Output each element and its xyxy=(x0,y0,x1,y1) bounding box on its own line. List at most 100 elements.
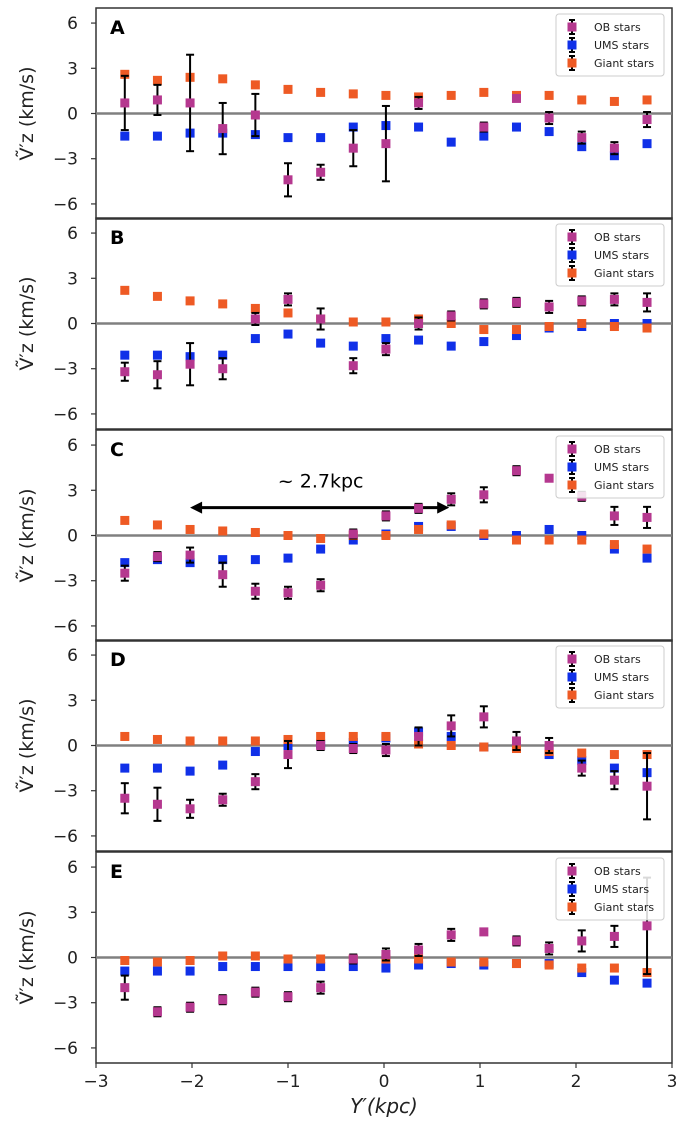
data-point xyxy=(250,747,260,757)
legend: OB stars UMS stars Giant stars xyxy=(555,645,665,709)
legend-marker xyxy=(567,232,577,242)
data-point xyxy=(511,936,521,946)
data-point xyxy=(479,927,489,937)
data-point xyxy=(577,142,587,152)
data-point xyxy=(250,303,260,313)
legend-entry: UMS stars xyxy=(594,249,649,262)
data-point xyxy=(642,319,652,328)
series-ob-stars xyxy=(120,465,652,600)
data-point xyxy=(283,750,293,760)
y-axis-label: Ṽ′z (km/s) xyxy=(14,277,38,371)
legend-marker xyxy=(567,40,577,50)
data-point xyxy=(185,550,195,560)
data-point xyxy=(283,954,293,964)
data-point xyxy=(511,959,521,969)
data-point xyxy=(218,736,228,746)
data-point xyxy=(479,742,489,752)
data-point xyxy=(479,299,489,309)
data-point xyxy=(283,133,293,143)
data-point xyxy=(381,139,391,149)
legend-marker xyxy=(567,462,577,472)
data-point xyxy=(250,80,260,90)
data-point xyxy=(316,983,326,993)
data-point xyxy=(283,84,293,94)
data-point xyxy=(120,731,130,741)
data-point xyxy=(348,744,358,754)
data-point xyxy=(577,763,587,773)
data-point xyxy=(414,335,424,345)
y-tick-label: 3 xyxy=(67,691,78,711)
data-point xyxy=(381,949,391,959)
data-point xyxy=(479,490,489,500)
data-point xyxy=(446,721,456,731)
legend: OB stars UMS stars Giant stars xyxy=(555,435,665,499)
data-point xyxy=(609,96,619,106)
data-point xyxy=(348,731,358,741)
data-point xyxy=(544,473,554,483)
data-point xyxy=(446,311,456,321)
data-point xyxy=(218,995,228,1005)
legend-entry: Giant stars xyxy=(594,689,654,702)
data-point xyxy=(218,795,228,805)
data-point xyxy=(152,75,162,85)
x-tick-label: 3 xyxy=(667,1072,678,1092)
data-point xyxy=(577,319,587,328)
data-point xyxy=(218,74,228,84)
data-point xyxy=(250,314,260,324)
data-point xyxy=(218,760,228,770)
series-ob-stars xyxy=(120,53,652,198)
data-point xyxy=(479,131,489,141)
data-point xyxy=(120,793,130,803)
y-tick-label: −6 xyxy=(53,405,78,425)
data-point xyxy=(544,535,554,545)
data-point xyxy=(609,763,619,773)
data-point xyxy=(577,95,587,105)
data-point xyxy=(152,370,162,380)
data-point xyxy=(577,133,587,143)
legend-marker xyxy=(567,268,577,278)
data-point xyxy=(609,151,619,161)
data-point xyxy=(381,963,391,973)
data-point xyxy=(511,531,521,540)
data-point xyxy=(479,87,489,97)
data-point xyxy=(316,731,326,741)
legend-box xyxy=(555,435,665,499)
data-point xyxy=(152,1007,162,1017)
data-point xyxy=(577,296,587,306)
data-point xyxy=(250,555,260,565)
y-tick-label: −6 xyxy=(53,617,78,637)
data-point xyxy=(152,966,162,976)
data-point xyxy=(218,555,228,565)
data-point xyxy=(152,957,162,967)
data-point xyxy=(642,921,652,931)
span-arrow-left-head xyxy=(190,501,203,514)
data-point xyxy=(152,95,162,105)
data-point xyxy=(511,331,521,341)
data-point xyxy=(120,131,130,141)
y-axis-label: Ṽ′z (km/s) xyxy=(14,67,38,161)
data-point xyxy=(577,531,587,540)
data-point xyxy=(152,291,162,301)
data-point xyxy=(479,529,489,539)
data-point xyxy=(544,960,554,970)
legend-entry: OB stars xyxy=(594,443,641,456)
data-point xyxy=(609,963,619,973)
data-point xyxy=(544,90,554,100)
data-point xyxy=(414,122,424,132)
data-point xyxy=(511,466,521,476)
y-tick-label: −3 xyxy=(53,150,78,170)
data-point xyxy=(152,552,162,562)
x-tick-label: 2 xyxy=(571,1072,582,1092)
data-point xyxy=(218,570,228,580)
legend-entry: OB stars xyxy=(594,865,641,878)
data-point xyxy=(381,344,391,354)
data-point xyxy=(511,93,521,103)
data-point xyxy=(544,113,554,123)
data-point xyxy=(120,350,130,360)
data-point xyxy=(316,87,326,97)
legend-entry: UMS stars xyxy=(594,461,649,474)
data-point xyxy=(218,526,228,536)
y-tick-label: −6 xyxy=(53,827,78,847)
legend-marker xyxy=(567,58,577,68)
data-point xyxy=(152,734,162,744)
